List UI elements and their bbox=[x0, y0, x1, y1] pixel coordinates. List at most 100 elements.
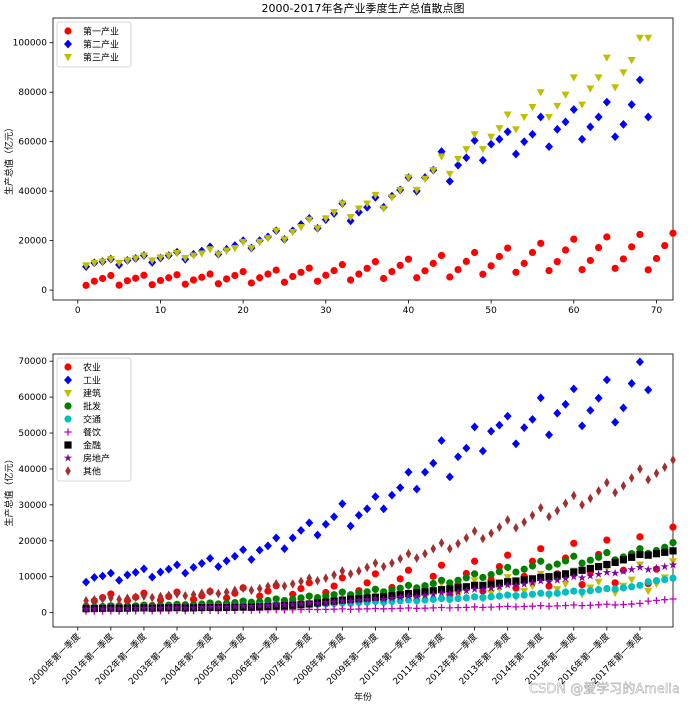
data-point bbox=[471, 603, 479, 611]
data-point bbox=[661, 241, 669, 250]
data-point bbox=[503, 411, 512, 421]
data-point bbox=[148, 257, 157, 265]
data-point bbox=[528, 590, 537, 598]
data-point bbox=[528, 129, 537, 139]
data-point bbox=[611, 132, 620, 142]
data-point bbox=[578, 588, 586, 596]
data-point bbox=[363, 200, 372, 208]
data-point bbox=[289, 579, 296, 589]
data-point bbox=[586, 122, 595, 132]
data-point bbox=[338, 261, 346, 269]
y-tick-label: 20000 bbox=[18, 237, 47, 247]
data-point bbox=[504, 244, 512, 252]
data-point bbox=[594, 578, 603, 586]
data-point bbox=[214, 251, 223, 259]
data-point bbox=[669, 547, 677, 555]
data-point bbox=[512, 568, 520, 576]
data-point bbox=[636, 533, 644, 541]
data-point bbox=[81, 604, 91, 613]
data-point bbox=[569, 572, 578, 581]
data-point bbox=[455, 538, 461, 549]
data-point bbox=[537, 589, 545, 597]
data-point bbox=[437, 595, 446, 603]
data-point bbox=[595, 553, 603, 561]
series-2 bbox=[82, 34, 653, 270]
data-point bbox=[288, 228, 297, 237]
data-point bbox=[429, 458, 438, 468]
data-point bbox=[504, 563, 512, 571]
data-point bbox=[561, 557, 570, 565]
data-point bbox=[355, 605, 363, 613]
y-tick-label: 0 bbox=[41, 286, 47, 296]
data-point bbox=[537, 502, 544, 513]
data-point bbox=[462, 443, 471, 453]
data-point bbox=[371, 604, 379, 613]
data-point bbox=[206, 270, 214, 278]
data-point bbox=[561, 399, 570, 409]
data-point bbox=[511, 149, 520, 159]
data-point bbox=[214, 280, 222, 288]
data-point bbox=[620, 481, 627, 491]
data-point bbox=[354, 510, 363, 520]
data-point bbox=[611, 264, 619, 272]
data-point bbox=[157, 591, 164, 602]
data-point bbox=[321, 215, 330, 223]
data-point bbox=[668, 560, 678, 569]
data-point bbox=[536, 576, 545, 585]
data-point bbox=[636, 230, 644, 239]
data-point bbox=[454, 576, 462, 584]
legend-marker bbox=[64, 415, 72, 423]
data-point bbox=[313, 530, 322, 540]
data-point bbox=[239, 545, 248, 555]
data-point bbox=[652, 550, 661, 558]
data-point bbox=[513, 523, 519, 533]
data-point bbox=[388, 267, 396, 276]
data-point bbox=[338, 574, 346, 582]
data-point bbox=[504, 551, 512, 559]
data-point bbox=[594, 393, 603, 403]
data-point bbox=[91, 594, 98, 605]
data-point bbox=[156, 254, 165, 262]
data-point bbox=[478, 585, 488, 594]
data-point bbox=[289, 272, 297, 281]
data-point bbox=[627, 576, 636, 584]
data-point bbox=[231, 271, 239, 280]
data-point bbox=[99, 274, 107, 283]
data-point bbox=[480, 533, 486, 544]
data-point bbox=[331, 570, 337, 580]
data-point bbox=[90, 604, 99, 613]
data-point bbox=[521, 517, 527, 527]
series-1 bbox=[82, 357, 653, 587]
data-point bbox=[148, 281, 156, 289]
data-point bbox=[520, 423, 529, 433]
data-point bbox=[536, 393, 545, 403]
data-point bbox=[586, 571, 595, 580]
data-point bbox=[397, 553, 403, 564]
legend-box bbox=[56, 357, 132, 482]
data-point bbox=[437, 588, 446, 597]
y-tick-label: 50000 bbox=[18, 429, 47, 439]
data-point bbox=[570, 568, 578, 576]
data-point bbox=[445, 588, 454, 597]
data-point bbox=[453, 587, 463, 596]
y-axis-label: 生产总值（亿元） bbox=[3, 454, 15, 526]
data-point bbox=[553, 408, 562, 418]
data-point bbox=[528, 248, 537, 257]
data-point bbox=[429, 572, 437, 580]
data-point bbox=[346, 214, 355, 222]
data-point bbox=[404, 566, 413, 574]
data-point bbox=[536, 112, 545, 122]
data-point bbox=[199, 588, 205, 599]
data-point bbox=[602, 97, 611, 107]
data-point bbox=[239, 267, 247, 276]
data-point bbox=[396, 483, 405, 493]
data-point bbox=[388, 586, 396, 594]
data-point bbox=[661, 596, 669, 604]
data-point bbox=[255, 545, 264, 555]
data-point bbox=[537, 557, 545, 565]
data-point bbox=[546, 511, 552, 522]
data-point bbox=[595, 586, 603, 594]
data-point bbox=[323, 573, 329, 583]
data-point bbox=[479, 603, 487, 611]
data-point bbox=[189, 252, 198, 260]
